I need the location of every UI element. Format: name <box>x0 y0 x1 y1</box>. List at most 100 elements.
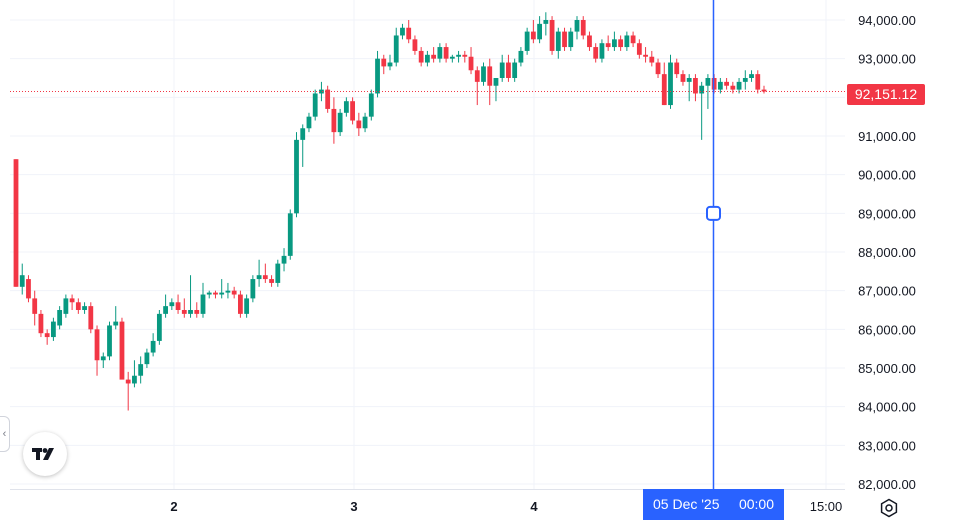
candle-body <box>163 306 168 314</box>
candle-body <box>574 20 580 32</box>
candle-body <box>381 58 387 67</box>
candle-body <box>612 39 617 48</box>
candle-body <box>194 310 200 314</box>
candle-body <box>200 294 206 314</box>
candle-body <box>231 290 237 295</box>
price-axis[interactable]: 82,000.00 83,000.00 84,000.00 85,000.00 86,0… <box>858 13 916 492</box>
candle-body <box>150 340 156 353</box>
candle-body <box>425 54 430 63</box>
candle-body <box>188 310 193 314</box>
candle-body <box>175 302 181 310</box>
candle-body <box>636 43 642 55</box>
candle-body <box>761 89 767 92</box>
candle-body <box>312 93 318 117</box>
candle-body <box>630 35 636 44</box>
candle-body <box>524 31 530 51</box>
candle-body <box>742 78 748 82</box>
candle-body <box>238 294 243 314</box>
candle-body <box>132 375 137 384</box>
candle-body <box>705 78 711 86</box>
candle-body <box>69 298 75 303</box>
price-tick-label: 85,000.00 <box>858 361 916 376</box>
candle-body <box>755 74 761 90</box>
candle-body <box>580 20 586 36</box>
candle-body <box>337 112 343 133</box>
candle-body <box>618 39 624 48</box>
candle-body <box>281 255 287 264</box>
candle-body <box>88 306 94 330</box>
candle-body <box>749 74 754 78</box>
tradingview-logo-icon <box>32 448 54 460</box>
candle-body <box>294 139 299 214</box>
candles-layer <box>13 12 767 411</box>
price-tick-label: 84,000.00 <box>858 400 916 415</box>
price-tick-label: 87,000.00 <box>858 284 916 299</box>
candle-body <box>655 62 661 75</box>
candle-body <box>693 78 698 94</box>
candle-body <box>668 62 673 106</box>
candle-body <box>387 62 393 67</box>
candle-body <box>19 275 25 287</box>
candle-body <box>100 356 106 361</box>
candle-body <box>368 93 374 117</box>
candle-body <box>63 298 69 314</box>
candle-body <box>400 27 405 36</box>
candle-body <box>375 58 380 94</box>
candle-body <box>206 292 212 295</box>
candle-body <box>431 54 437 59</box>
price-tick-label: 83,000.00 <box>858 438 916 453</box>
scroll-left-tab[interactable]: ‹ <box>0 416 10 452</box>
time-label-1500: 15:00 <box>810 499 843 514</box>
candle-body <box>624 35 630 48</box>
candle-body <box>543 20 549 24</box>
candle-body <box>269 279 274 283</box>
candle-body <box>26 279 31 299</box>
price-tick-label: 86,000.00 <box>858 322 916 337</box>
time-label-day-4: 4 <box>530 499 538 514</box>
price-tick-label: 89,000.00 <box>858 206 916 221</box>
candle-body <box>474 70 480 82</box>
candle-body <box>418 50 424 63</box>
candle-body <box>456 54 461 57</box>
price-tick-label: 88,000.00 <box>858 245 916 260</box>
crosshair-handle[interactable] <box>706 205 721 221</box>
candle-body <box>144 352 150 365</box>
candle-body <box>661 74 667 106</box>
time-axis[interactable]: 2 3 4 15:00 <box>170 499 842 514</box>
candle-body <box>51 321 56 338</box>
candle-body <box>113 321 119 326</box>
candle-body <box>256 275 262 280</box>
candle-body <box>57 310 63 326</box>
chart-settings-button[interactable] <box>878 497 900 519</box>
time-label-day-2: 2 <box>170 499 177 514</box>
candle-body <box>649 56 655 63</box>
candle-body <box>555 31 561 51</box>
candle-body <box>686 78 692 82</box>
candle-body <box>643 54 648 57</box>
candle-body <box>468 56 474 71</box>
candle-body <box>518 50 524 63</box>
candle-body <box>437 47 443 59</box>
candle-body <box>462 54 468 57</box>
candle-body <box>32 298 38 314</box>
candle-body <box>119 321 125 380</box>
price-tick-label: 93,000.00 <box>858 52 916 67</box>
grid-lines <box>10 0 845 489</box>
crosshair-date: 05 Dec '25 <box>653 496 720 512</box>
candle-body <box>599 43 605 59</box>
candle-body <box>730 85 736 90</box>
tradingview-logo[interactable] <box>23 432 67 476</box>
candle-body <box>362 116 368 129</box>
candle-body <box>244 298 250 314</box>
price-tick-label: 82,000.00 <box>858 477 916 492</box>
crosshair-time: 00:00 <box>738 496 774 512</box>
candle-body <box>169 302 175 307</box>
candle-body <box>537 23 542 40</box>
candle-body <box>393 35 399 63</box>
price-tick-label: 91,000.00 <box>858 129 916 144</box>
candle-body <box>412 39 418 51</box>
candle-body <box>605 43 611 48</box>
last-price-label: 92,151.12 <box>847 84 925 105</box>
candle-body <box>325 89 331 109</box>
